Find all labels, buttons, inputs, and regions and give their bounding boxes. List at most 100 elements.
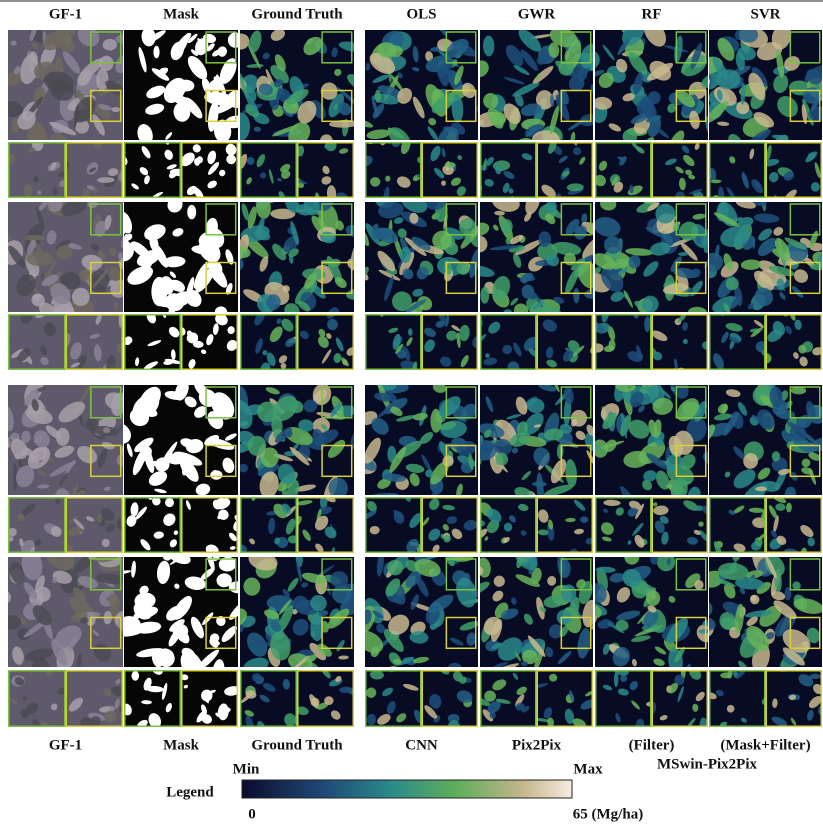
column-header: GWR <box>518 6 556 22</box>
map-panel <box>480 202 593 312</box>
texture <box>377 714 391 725</box>
texture <box>798 344 807 354</box>
texture <box>256 217 265 237</box>
texture <box>416 576 429 597</box>
texture <box>624 557 640 565</box>
texture <box>256 154 266 168</box>
texture <box>515 702 525 711</box>
texture <box>694 580 704 590</box>
texture <box>634 534 645 548</box>
texture <box>48 202 63 212</box>
map-panel <box>124 202 238 312</box>
zoom-frame <box>297 497 354 553</box>
texture <box>758 228 773 241</box>
texture <box>468 451 474 471</box>
texture <box>717 89 723 101</box>
texture <box>792 581 801 591</box>
texture <box>46 230 57 245</box>
texture <box>760 415 773 429</box>
texture <box>315 543 324 553</box>
texture <box>523 336 537 351</box>
texture <box>728 336 740 344</box>
texture <box>245 690 257 699</box>
column-footer: Mask <box>163 737 199 753</box>
texture <box>171 349 176 360</box>
texture <box>365 119 374 128</box>
texture <box>793 598 822 614</box>
texture <box>573 147 582 156</box>
texture <box>620 485 637 495</box>
texture <box>447 713 460 723</box>
texture <box>603 508 608 514</box>
texture <box>88 557 98 560</box>
texture <box>101 507 115 522</box>
texture <box>139 167 149 176</box>
texture <box>459 324 470 342</box>
texture <box>518 503 529 512</box>
texture <box>563 386 574 405</box>
texture <box>9 561 25 584</box>
texture <box>130 502 139 517</box>
texture <box>8 71 24 86</box>
texture <box>677 685 684 703</box>
texture <box>521 470 532 481</box>
texture <box>766 144 772 161</box>
panel-bg <box>595 314 652 370</box>
texture <box>396 176 411 188</box>
texture <box>50 283 71 305</box>
texture <box>584 432 593 451</box>
texture <box>202 612 214 626</box>
texture <box>104 392 123 410</box>
texture <box>319 134 333 140</box>
texture <box>482 709 494 722</box>
texture <box>95 103 111 120</box>
texture <box>195 267 215 293</box>
texture <box>794 319 802 330</box>
texture <box>655 470 670 490</box>
texture <box>47 323 53 329</box>
texture <box>185 500 191 511</box>
zoom-frame <box>709 314 766 370</box>
texture <box>553 146 563 156</box>
zoom-frame <box>651 670 708 727</box>
texture <box>725 277 739 291</box>
texture <box>241 203 249 221</box>
texture <box>374 89 382 103</box>
texture <box>188 359 196 369</box>
panel-content <box>365 30 478 140</box>
texture <box>647 605 657 613</box>
texture <box>321 349 332 364</box>
texture <box>667 103 677 113</box>
panel-content <box>480 557 593 667</box>
texture <box>80 617 89 624</box>
map-panel <box>240 30 354 140</box>
texture <box>483 93 499 109</box>
texture <box>773 515 779 533</box>
texture <box>484 690 496 702</box>
texture <box>310 595 327 612</box>
texture <box>651 330 668 342</box>
texture <box>420 432 434 444</box>
texture <box>124 341 130 346</box>
texture <box>650 557 658 565</box>
texture <box>227 326 235 335</box>
map-panel <box>8 202 123 312</box>
panel-content <box>480 30 593 140</box>
texture <box>456 577 477 608</box>
texture <box>550 94 555 107</box>
zoom-panel <box>709 142 822 198</box>
texture <box>270 620 282 632</box>
texture <box>428 528 441 541</box>
texture <box>687 486 701 495</box>
texture <box>222 457 235 474</box>
texture <box>568 75 585 92</box>
texture <box>564 708 575 724</box>
texture <box>246 157 255 165</box>
texture <box>565 517 576 523</box>
texture <box>709 168 717 182</box>
texture <box>334 192 349 198</box>
texture <box>616 58 628 73</box>
texture <box>25 407 53 425</box>
texture <box>808 452 821 461</box>
texture <box>687 537 698 545</box>
